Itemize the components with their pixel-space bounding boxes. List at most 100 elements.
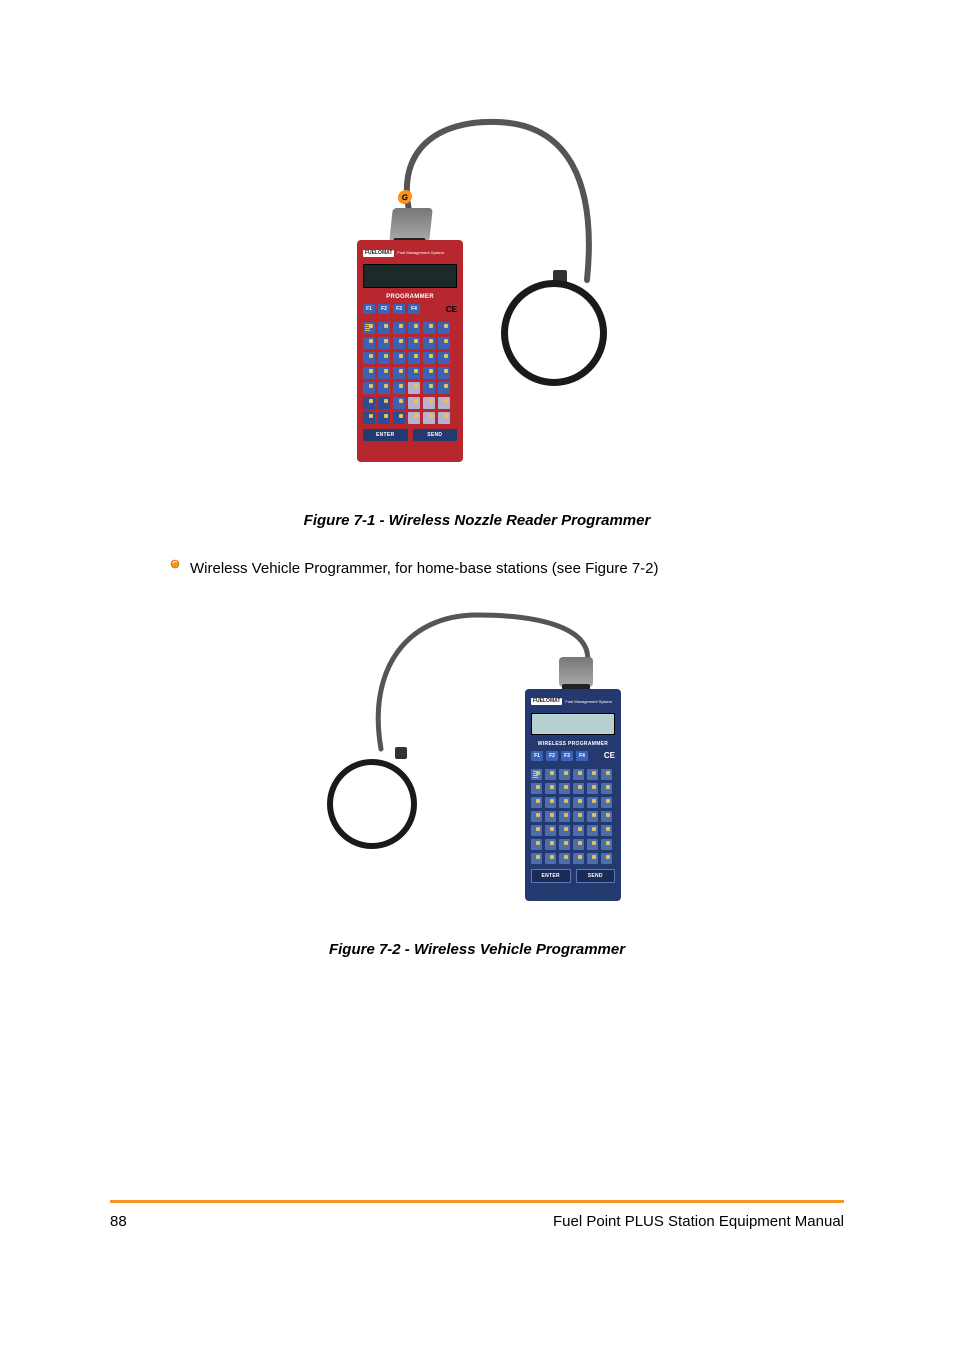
key-button[interactable]: [438, 397, 450, 409]
key-button[interactable]: [423, 322, 435, 334]
key-button[interactable]: [587, 825, 598, 836]
key-button[interactable]: [587, 811, 598, 822]
key-button[interactable]: [531, 811, 542, 822]
f3-key[interactable]: F3: [561, 751, 573, 761]
document-page: G FUELOMAT Fuel Management System PROGRA…: [0, 0, 954, 1350]
key-button[interactable]: [408, 322, 420, 334]
key-button[interactable]: [438, 322, 450, 334]
key-button[interactable]: [423, 337, 435, 349]
key-button[interactable]: [573, 839, 584, 850]
key-button[interactable]: [559, 783, 570, 794]
f2-key[interactable]: F2: [378, 304, 390, 314]
key-button[interactable]: [573, 811, 584, 822]
key-button[interactable]: [587, 797, 598, 808]
key-button[interactable]: [545, 797, 556, 808]
key-button[interactable]: [378, 382, 390, 394]
key-button[interactable]: [531, 797, 542, 808]
figure-7-2-caption: Figure 7-2 - Wireless Vehicle Programmer: [110, 941, 844, 958]
key-button[interactable]: [378, 367, 390, 379]
key-button[interactable]: [601, 769, 612, 780]
key-button[interactable]: [378, 412, 390, 424]
key-button[interactable]: [545, 839, 556, 850]
f3-key[interactable]: F3: [393, 304, 405, 314]
f4-key[interactable]: F4: [576, 751, 588, 761]
key-button[interactable]: [438, 337, 450, 349]
key-button[interactable]: [363, 337, 375, 349]
f4-key[interactable]: F4: [408, 304, 420, 314]
send-button[interactable]: SEND: [413, 429, 458, 441]
key-button[interactable]: [531, 769, 542, 780]
key-button[interactable]: [573, 825, 584, 836]
send-button[interactable]: SEND: [576, 869, 616, 883]
bullet-list-item: Wireless Vehicle Programmer, for home-ba…: [170, 559, 844, 579]
key-button[interactable]: [438, 352, 450, 364]
key-button[interactable]: [601, 783, 612, 794]
key-button[interactable]: [531, 783, 542, 794]
key-button[interactable]: [378, 337, 390, 349]
key-button[interactable]: [408, 352, 420, 364]
f1-key[interactable]: F1: [363, 304, 375, 314]
key-button[interactable]: [408, 367, 420, 379]
key-button[interactable]: [408, 412, 420, 424]
key-button[interactable]: [393, 367, 405, 379]
enter-button[interactable]: ENTER: [531, 869, 571, 883]
key-button[interactable]: [601, 839, 612, 850]
key-button[interactable]: [438, 412, 450, 424]
key-button[interactable]: [573, 853, 584, 864]
key-button[interactable]: [559, 769, 570, 780]
key-button[interactable]: [408, 382, 420, 394]
key-button[interactable]: [531, 839, 542, 850]
key-button[interactable]: [423, 367, 435, 379]
key-button[interactable]: [587, 839, 598, 850]
key-button[interactable]: [601, 811, 612, 822]
key-button[interactable]: [559, 825, 570, 836]
key-button[interactable]: [601, 797, 612, 808]
key-button[interactable]: [393, 397, 405, 409]
f1-key[interactable]: F1: [531, 751, 543, 761]
key-button[interactable]: [587, 769, 598, 780]
key-button[interactable]: [378, 322, 390, 334]
key-button[interactable]: [531, 825, 542, 836]
key-button[interactable]: [559, 839, 570, 850]
key-button[interactable]: [559, 811, 570, 822]
key-button[interactable]: [363, 352, 375, 364]
key-button[interactable]: [559, 797, 570, 808]
key-button[interactable]: [363, 397, 375, 409]
enter-button[interactable]: ENTER: [363, 429, 408, 441]
key-button[interactable]: [378, 352, 390, 364]
key-button[interactable]: [408, 397, 420, 409]
key-button[interactable]: [363, 382, 375, 394]
key-button[interactable]: [393, 337, 405, 349]
key-button[interactable]: [587, 783, 598, 794]
key-button[interactable]: [393, 352, 405, 364]
key-button[interactable]: [587, 853, 598, 864]
key-button[interactable]: [531, 853, 542, 864]
key-button[interactable]: [438, 367, 450, 379]
key-button[interactable]: [408, 337, 420, 349]
key-button[interactable]: [545, 853, 556, 864]
f2-key[interactable]: F2: [546, 751, 558, 761]
key-button[interactable]: [423, 382, 435, 394]
key-button[interactable]: [393, 412, 405, 424]
key-button[interactable]: [393, 322, 405, 334]
key-button[interactable]: [573, 797, 584, 808]
key-button[interactable]: [363, 412, 375, 424]
key-button[interactable]: [573, 783, 584, 794]
key-button[interactable]: [559, 853, 570, 864]
key-button[interactable]: [545, 811, 556, 822]
key-button[interactable]: [601, 825, 612, 836]
key-button[interactable]: [363, 367, 375, 379]
key-button[interactable]: [423, 352, 435, 364]
key-button[interactable]: [573, 769, 584, 780]
key-button[interactable]: [423, 412, 435, 424]
key-button[interactable]: [545, 783, 556, 794]
bullet-text: Wireless Vehicle Programmer, for home-ba…: [190, 559, 659, 579]
key-button[interactable]: [545, 769, 556, 780]
key-button[interactable]: [378, 397, 390, 409]
key-button[interactable]: [545, 825, 556, 836]
key-button[interactable]: [363, 322, 375, 334]
key-button[interactable]: [423, 397, 435, 409]
key-button[interactable]: [438, 382, 450, 394]
key-button[interactable]: [393, 382, 405, 394]
key-button[interactable]: [601, 853, 612, 864]
